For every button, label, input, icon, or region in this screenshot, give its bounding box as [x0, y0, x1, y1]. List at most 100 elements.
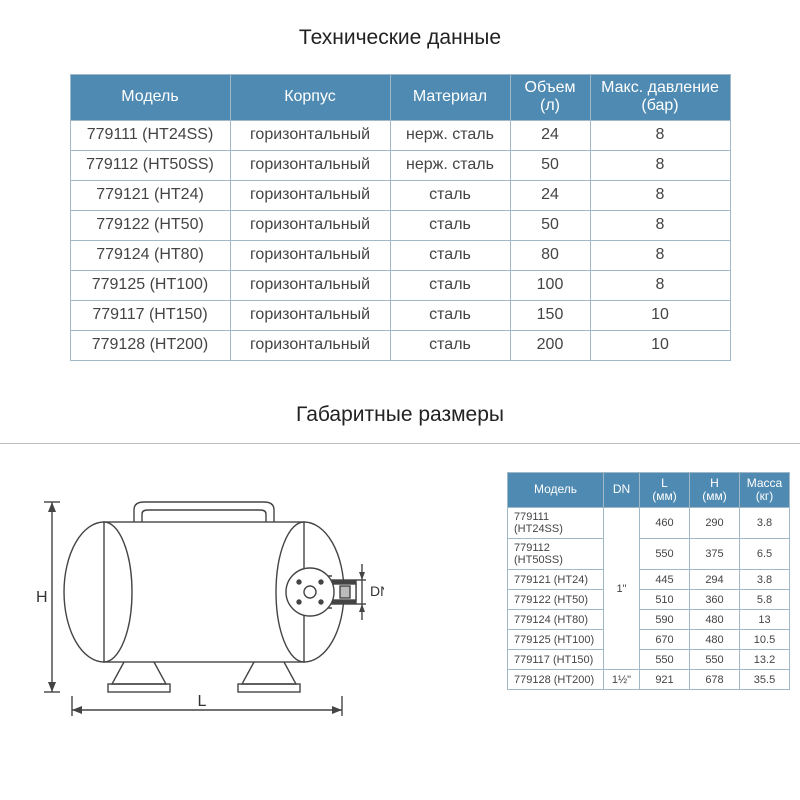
dim-label-h: H: [36, 589, 48, 606]
table-cell: 8: [590, 120, 730, 150]
table-row: 779117 (HT150)55055013.2: [508, 650, 790, 670]
table-row: 779124 (HT80)59048013: [508, 610, 790, 630]
table-cell: 779117 (HT150): [70, 300, 230, 330]
table-cell: 8: [590, 270, 730, 300]
dims-col-header: H(мм): [690, 472, 740, 507]
table-cell: 779111 (HT24SS): [508, 508, 604, 539]
table-cell: 360: [690, 590, 740, 610]
table-cell: нерж. сталь: [390, 150, 510, 180]
table-cell: 550: [640, 539, 690, 570]
table-cell: сталь: [390, 270, 510, 300]
table-cell: горизонтальный: [230, 270, 390, 300]
table-cell: 779124 (HT80): [70, 240, 230, 270]
table-cell: горизонтальный: [230, 330, 390, 360]
spec-col-header: Модель: [70, 75, 230, 121]
table-cell: сталь: [390, 300, 510, 330]
table-cell: 550: [690, 650, 740, 670]
table-cell: 10.5: [740, 630, 790, 650]
spec-col-header: Корпус: [230, 75, 390, 121]
table-cell: 50: [510, 150, 590, 180]
table-cell: 779112 (HT50SS): [508, 539, 604, 570]
table-row: 779112 (HT50SS)5503756.5: [508, 539, 790, 570]
table-cell: 375: [690, 539, 740, 570]
table-cell: 294: [690, 570, 740, 590]
table-row: 779122 (HT50) 5103605.8: [508, 590, 790, 610]
spec-col-header: Материал: [390, 75, 510, 121]
table-cell: 670: [640, 630, 690, 650]
table-cell: сталь: [390, 180, 510, 210]
table-cell: 8: [590, 240, 730, 270]
tank-diagram: H L DN: [14, 472, 384, 722]
table-cell: 779128 (HT200): [70, 330, 230, 360]
table-cell: 10: [590, 300, 730, 330]
dim-label-dn: DN: [370, 583, 384, 599]
table-cell: 24: [510, 120, 590, 150]
table-cell: 10: [590, 330, 730, 360]
spec-col-header: Объем(л): [510, 75, 590, 121]
table-cell: 510: [640, 590, 690, 610]
table-cell: 100: [510, 270, 590, 300]
table-row: 779124 (HT80)горизонтальныйсталь808: [70, 240, 730, 270]
table-cell: 24: [510, 180, 590, 210]
table-row: 779111 (HT24SS)горизонтальныйнерж. сталь…: [70, 120, 730, 150]
table-cell: 8: [590, 150, 730, 180]
table-cell-dn: 1": [604, 508, 640, 670]
table-cell: 779111 (HT24SS): [70, 120, 230, 150]
table-cell: 200: [510, 330, 590, 360]
table-cell: 550: [640, 650, 690, 670]
dim-label-l: L: [198, 693, 207, 710]
table-row: 779125 (HT100) 67048010.5: [508, 630, 790, 650]
section-title-dims: Габаритные размеры: [40, 403, 760, 427]
table-cell: 460: [640, 508, 690, 539]
table-cell-dn: 1½": [604, 670, 640, 690]
spec-table: МодельКорпусМатериалОбъем(л)Макс. давлен…: [70, 74, 731, 361]
section-rule: [0, 443, 800, 444]
section-title-tech: Технические данные: [40, 26, 760, 50]
table-cell: 921: [640, 670, 690, 690]
table-cell: сталь: [390, 240, 510, 270]
table-cell: 779117 (HT150): [508, 650, 604, 670]
table-cell: сталь: [390, 330, 510, 360]
table-cell: 779121 (HT24): [70, 180, 230, 210]
table-cell: горизонтальный: [230, 180, 390, 210]
table-cell: 13.2: [740, 650, 790, 670]
table-cell: горизонтальный: [230, 120, 390, 150]
table-cell: горизонтальный: [230, 210, 390, 240]
table-cell: 3.8: [740, 570, 790, 590]
spec-col-header: Макс. давление(бар): [590, 75, 730, 121]
table-cell: 8: [590, 210, 730, 240]
dims-col-header: L(мм): [640, 472, 690, 507]
dims-col-header: Масса(кг): [740, 472, 790, 507]
table-cell: 8: [590, 180, 730, 210]
table-row: 779121 (HT24)горизонтальныйсталь248: [70, 180, 730, 210]
table-cell: 445: [640, 570, 690, 590]
table-cell: горизонтальный: [230, 150, 390, 180]
table-row: 779128 (HT200)1½"92167835.5: [508, 670, 790, 690]
table-cell: 50: [510, 210, 590, 240]
table-cell: 779122 (HT50): [508, 590, 604, 610]
table-cell: 80: [510, 240, 590, 270]
table-cell: 779112 (HT50SS): [70, 150, 230, 180]
table-cell: 480: [690, 630, 740, 650]
table-cell: нерж. сталь: [390, 120, 510, 150]
table-row: 779112 (HT50SS)горизонтальныйнерж. сталь…: [70, 150, 730, 180]
table-row: 779117 (HT150)горизонтальныйсталь15010: [70, 300, 730, 330]
table-cell: 290: [690, 508, 740, 539]
table-cell: 779125 (HT100): [508, 630, 604, 650]
table-row: 779128 (HT200)горизонтальныйсталь20010: [70, 330, 730, 360]
table-cell: 590: [640, 610, 690, 630]
table-row: 779121 (HT24) 4452943.8: [508, 570, 790, 590]
table-cell: 779128 (HT200): [508, 670, 604, 690]
table-cell: горизонтальный: [230, 240, 390, 270]
table-cell: 678: [690, 670, 740, 690]
table-cell: 779122 (HT50): [70, 210, 230, 240]
table-cell: 5.8: [740, 590, 790, 610]
dims-col-header: Модель: [508, 472, 604, 507]
table-cell: сталь: [390, 210, 510, 240]
table-row: 779125 (HT100)горизонтальныйсталь1008: [70, 270, 730, 300]
table-cell: 3.8: [740, 508, 790, 539]
table-cell: 779121 (HT24): [508, 570, 604, 590]
table-cell: 779125 (HT100): [70, 270, 230, 300]
table-cell: 480: [690, 610, 740, 630]
table-cell: горизонтальный: [230, 300, 390, 330]
